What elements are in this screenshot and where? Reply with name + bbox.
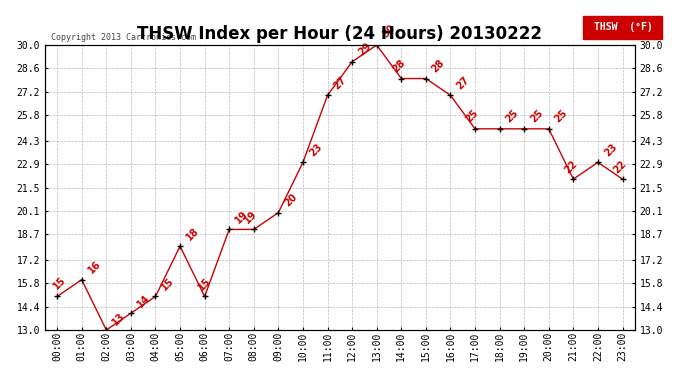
Text: 15: 15	[52, 274, 68, 291]
Text: 27: 27	[455, 75, 471, 91]
Text: 15: 15	[159, 276, 176, 292]
Text: 29: 29	[356, 41, 373, 58]
Text: 19: 19	[233, 209, 250, 225]
Text: 28: 28	[430, 58, 446, 74]
Text: 22: 22	[562, 158, 579, 175]
Text: 30: 30	[381, 23, 397, 39]
Text: Copyright 2013 Cartronics.com: Copyright 2013 Cartronics.com	[51, 33, 196, 42]
Text: 20: 20	[282, 192, 299, 208]
Text: 16: 16	[86, 259, 103, 276]
Text: THSW  (°F): THSW (°F)	[593, 22, 653, 32]
Text: 23: 23	[602, 142, 619, 158]
Text: 25: 25	[529, 108, 545, 124]
Text: 14: 14	[135, 292, 152, 309]
Text: 27: 27	[332, 75, 348, 91]
Text: 25: 25	[504, 108, 520, 124]
Text: 25: 25	[553, 108, 569, 124]
Text: 28: 28	[390, 58, 407, 74]
Text: 15: 15	[196, 276, 213, 292]
Text: 25: 25	[464, 108, 480, 124]
Text: 23: 23	[307, 142, 324, 158]
Text: 19: 19	[243, 209, 259, 225]
Title: THSW Index per Hour (24 Hours) 20130222: THSW Index per Hour (24 Hours) 20130222	[137, 26, 542, 44]
Text: 18: 18	[184, 225, 201, 242]
Text: 13: 13	[110, 310, 127, 327]
Text: 22: 22	[611, 158, 628, 175]
